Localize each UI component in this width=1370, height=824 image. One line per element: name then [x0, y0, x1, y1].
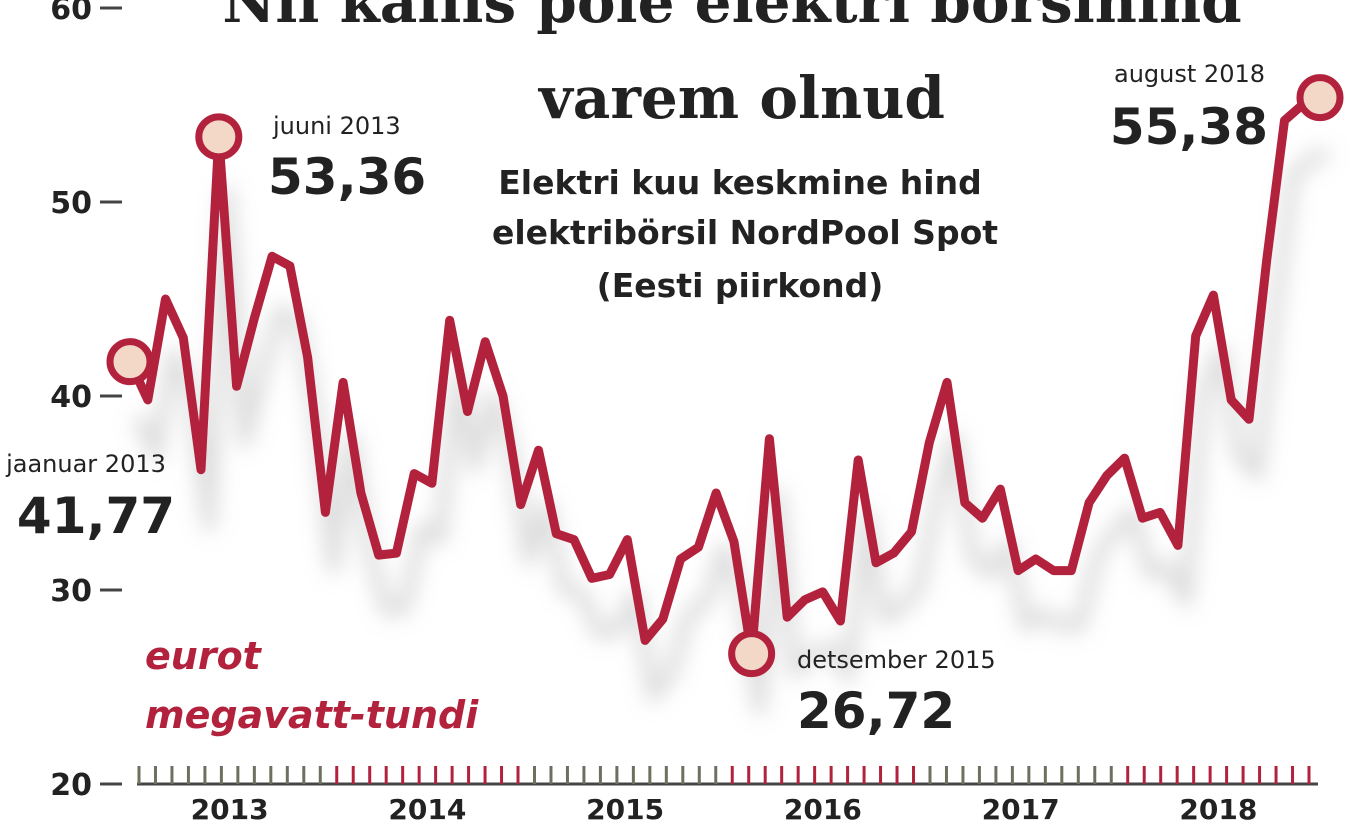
- annotation-value: 53,36: [268, 148, 426, 206]
- highlight-marker: [195, 113, 243, 161]
- chart-subtitle-line-3: (Eesti piirkond): [597, 266, 884, 305]
- y-tick-label: 50: [50, 186, 92, 221]
- x-tick-label: 2017: [982, 793, 1060, 820]
- highlight-marker: [1296, 74, 1344, 122]
- chart-title-line-1: Nii kallis pole elektri börsihind: [222, 0, 1241, 36]
- series-line: [125, 93, 1325, 659]
- x-tick-label: 2015: [586, 793, 664, 820]
- annotation-date: jaanuar 2013: [5, 450, 166, 478]
- annotation-value: 26,72: [797, 682, 955, 740]
- annotation-value: 55,38: [1110, 98, 1268, 156]
- x-tick-label: 2014: [388, 793, 466, 820]
- chart-title-line-2: varem olnud: [537, 64, 945, 132]
- chart-subtitle-line-1: Elektri kuu keskmine hind: [498, 163, 981, 202]
- y-tick-label: 60: [50, 0, 92, 27]
- annotation-date: august 2018: [1114, 60, 1265, 88]
- annotation-date: juuni 2013: [272, 112, 401, 140]
- highlight-marker: [106, 338, 154, 386]
- y-tick-label: 30: [50, 574, 92, 609]
- unit-label-line-2: megavatt-tundi: [145, 693, 479, 737]
- series-line-shadow: [131, 146, 1331, 716]
- y-tick-label: 20: [50, 768, 92, 803]
- chart-subtitle-line-2: elektribörsil NordPool Spot: [492, 213, 998, 252]
- x-tick-label: 2018: [1179, 793, 1257, 820]
- annotation-date: detsember 2015: [797, 646, 996, 674]
- x-tick-label: 2016: [784, 793, 862, 820]
- highlight-marker: [728, 630, 776, 678]
- x-tick-label: 2013: [191, 793, 269, 820]
- annotation-value: 41,77: [17, 487, 175, 545]
- unit-label-line-1: eurot: [145, 634, 263, 678]
- y-tick-label: 40: [50, 380, 92, 415]
